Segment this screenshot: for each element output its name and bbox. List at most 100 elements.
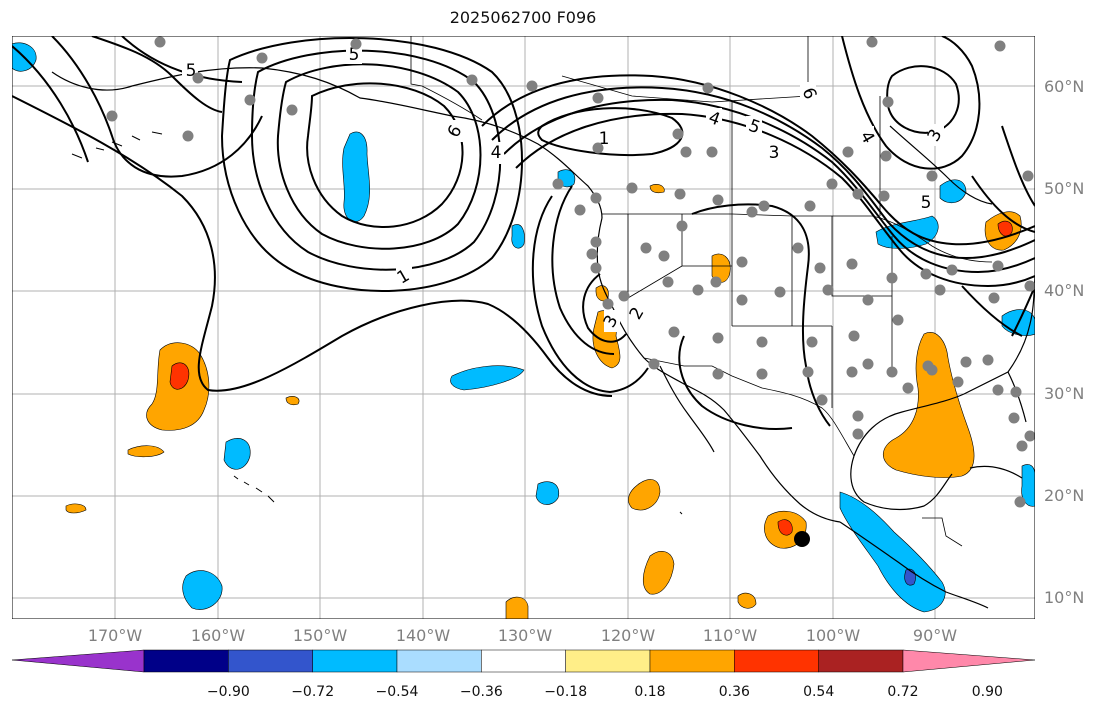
- shade-orange-bottom-a: [505, 596, 529, 619]
- station-dot: [674, 188, 686, 200]
- station-dot: [756, 368, 768, 380]
- station-dot: [792, 242, 804, 254]
- shade-blue-central-pacific: [450, 365, 525, 391]
- coast-west-north-america: [596, 217, 841, 523]
- station-dot: [662, 276, 674, 288]
- contour-jet-3: [503, 98, 1035, 274]
- station-dot: [920, 268, 932, 280]
- station-dots: [106, 36, 1035, 508]
- shade-orange-pacific-a: [628, 479, 661, 511]
- colorbar-tick-label: −0.36: [459, 684, 503, 700]
- station-dot: [758, 200, 770, 212]
- shade-red-great-lakes: [997, 220, 1013, 237]
- coastlines: [51, 67, 1035, 609]
- station-dot: [866, 36, 878, 48]
- coast-hudson-bay: [889, 125, 993, 205]
- station-dot: [590, 262, 602, 274]
- station-dot: [466, 74, 478, 86]
- contour-label: 3: [769, 143, 780, 163]
- lat-label: 40°N: [1044, 281, 1085, 300]
- contour-label: 4: [491, 143, 502, 163]
- lat-label: 50°N: [1044, 179, 1085, 198]
- colorbar-cell: [649, 649, 735, 673]
- aleutians: [71, 131, 163, 159]
- station-dot: [882, 96, 894, 108]
- coast-cuba: [969, 465, 1023, 479]
- station-dot: [822, 284, 834, 296]
- contours: [12, 36, 1035, 430]
- station-dot: [286, 104, 298, 116]
- station-dot: [746, 206, 758, 218]
- station-dot: [988, 292, 1000, 304]
- station-dot: [886, 272, 898, 284]
- coast-yucatan: [850, 455, 953, 511]
- shade-orange-small-d: [649, 184, 665, 194]
- colorbar-tick-label: −0.72: [291, 684, 335, 700]
- station-dot: [1022, 170, 1034, 182]
- shade-blue-hudson: [939, 179, 967, 204]
- border-states-1: [627, 214, 893, 408]
- station-dot: [710, 276, 722, 288]
- station-dot: [982, 354, 994, 366]
- border-alaska-canada: [410, 36, 483, 121]
- shade-blue-hawaii-west: [223, 438, 251, 470]
- station-dot: [658, 250, 670, 262]
- hawaii-islands: [233, 475, 275, 503]
- shade-blue-south-1: [182, 570, 223, 610]
- station-dot: [106, 110, 118, 122]
- graticule: [12, 36, 1035, 619]
- colorbar-tick-label: 0.54: [803, 684, 835, 700]
- colorbar-tick-label: 0.36: [718, 684, 750, 700]
- station-dot: [1024, 280, 1035, 292]
- contour-5-nw: [91, 36, 223, 113]
- coast-florida: [1007, 371, 1027, 423]
- contour-jet-4: [515, 112, 1035, 288]
- station-dot: [712, 194, 724, 206]
- station-dot: [736, 294, 748, 306]
- lon-label: 150°W: [292, 626, 348, 645]
- lon-label: 160°W: [190, 626, 246, 645]
- station-dot: [618, 290, 630, 302]
- station-dot: [992, 384, 1004, 396]
- tropical-system-marker: [794, 531, 810, 547]
- station-dot: [806, 336, 818, 348]
- lon-label: 100°W: [805, 626, 861, 645]
- contour-pacific-low-1: [306, 82, 464, 228]
- lon-label: 140°W: [395, 626, 451, 645]
- shade-orange-small-c: [65, 503, 87, 514]
- lon-label: 170°W: [87, 626, 143, 645]
- shade-orange-norcal: [595, 285, 609, 302]
- colorbar-cell: [228, 649, 313, 673]
- station-dot: [952, 376, 964, 388]
- coast-alaska: [51, 67, 603, 219]
- coast-baja: [659, 365, 715, 453]
- station-dot: [846, 366, 858, 378]
- shade-orange-small-a: [127, 445, 165, 458]
- contour-jet-2: [491, 86, 1035, 260]
- station-dot: [852, 188, 864, 200]
- contour-1-pacific: [12, 95, 613, 397]
- revillagigedo: [679, 511, 683, 515]
- station-dot: [712, 368, 724, 380]
- colorbar-tick-label: 0.18: [634, 684, 666, 700]
- shade-blue-central-america: [839, 491, 946, 613]
- lat-label: 20°N: [1044, 486, 1085, 505]
- station-dot: [886, 366, 898, 378]
- station-dot: [626, 182, 638, 194]
- station-dot: [602, 298, 614, 310]
- station-dot: [846, 258, 858, 270]
- colorbar-tick-label: 0.72: [887, 684, 919, 700]
- station-dot: [814, 262, 826, 274]
- station-dot: [852, 428, 864, 440]
- contour-west-coast-trough: [531, 185, 649, 394]
- station-dot: [926, 170, 938, 182]
- station-dot: [804, 200, 816, 212]
- colorbar-extend-min: [11, 649, 145, 673]
- coast-central-america: [839, 521, 989, 609]
- contour-label: 5: [349, 45, 360, 65]
- station-dot: [1008, 412, 1020, 424]
- station-dot: [668, 326, 680, 338]
- station-dot: [574, 204, 586, 216]
- colorbar-cell: [481, 649, 566, 673]
- border-mexico-guatemala: [922, 517, 963, 547]
